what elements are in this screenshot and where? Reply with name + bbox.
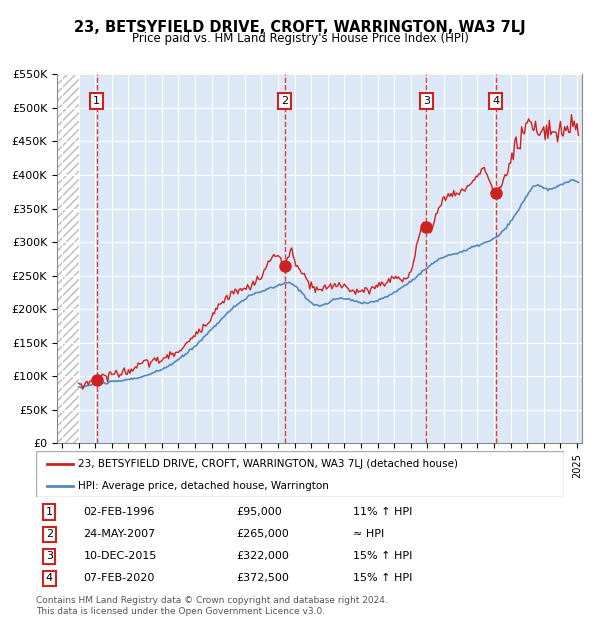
Text: 3: 3	[423, 96, 430, 106]
Text: 23, BETSYFIELD DRIVE, CROFT, WARRINGTON, WA3 7LJ: 23, BETSYFIELD DRIVE, CROFT, WARRINGTON,…	[74, 20, 526, 35]
Text: 07-FEB-2020: 07-FEB-2020	[83, 574, 155, 583]
Text: 11% ↑ HPI: 11% ↑ HPI	[353, 507, 412, 517]
Text: 23, BETSYFIELD DRIVE, CROFT, WARRINGTON, WA3 7LJ (detached house): 23, BETSYFIELD DRIVE, CROFT, WARRINGTON,…	[78, 459, 458, 469]
Text: £265,000: £265,000	[236, 529, 289, 539]
Text: Price paid vs. HM Land Registry's House Price Index (HPI): Price paid vs. HM Land Registry's House …	[131, 32, 469, 45]
Bar	[57, 74, 79, 443]
Text: 2: 2	[46, 529, 53, 539]
Text: £95,000: £95,000	[236, 507, 283, 517]
Text: 15% ↑ HPI: 15% ↑ HPI	[353, 551, 412, 561]
Text: 15% ↑ HPI: 15% ↑ HPI	[353, 574, 412, 583]
Text: ≈ HPI: ≈ HPI	[353, 529, 384, 539]
Text: 1: 1	[46, 507, 53, 517]
Text: £372,500: £372,500	[236, 574, 290, 583]
Text: 4: 4	[46, 574, 53, 583]
FancyBboxPatch shape	[36, 451, 564, 497]
Text: 2: 2	[281, 96, 288, 106]
Text: 02-FEB-1996: 02-FEB-1996	[83, 507, 155, 517]
Text: 1: 1	[93, 96, 100, 106]
Text: 24-MAY-2007: 24-MAY-2007	[83, 529, 156, 539]
Text: £322,000: £322,000	[236, 551, 290, 561]
Text: 4: 4	[492, 96, 499, 106]
Text: Contains HM Land Registry data © Crown copyright and database right 2024.
This d: Contains HM Land Registry data © Crown c…	[36, 596, 388, 616]
Text: 10-DEC-2015: 10-DEC-2015	[83, 551, 157, 561]
Text: HPI: Average price, detached house, Warrington: HPI: Average price, detached house, Warr…	[78, 480, 329, 490]
Text: 3: 3	[46, 551, 53, 561]
